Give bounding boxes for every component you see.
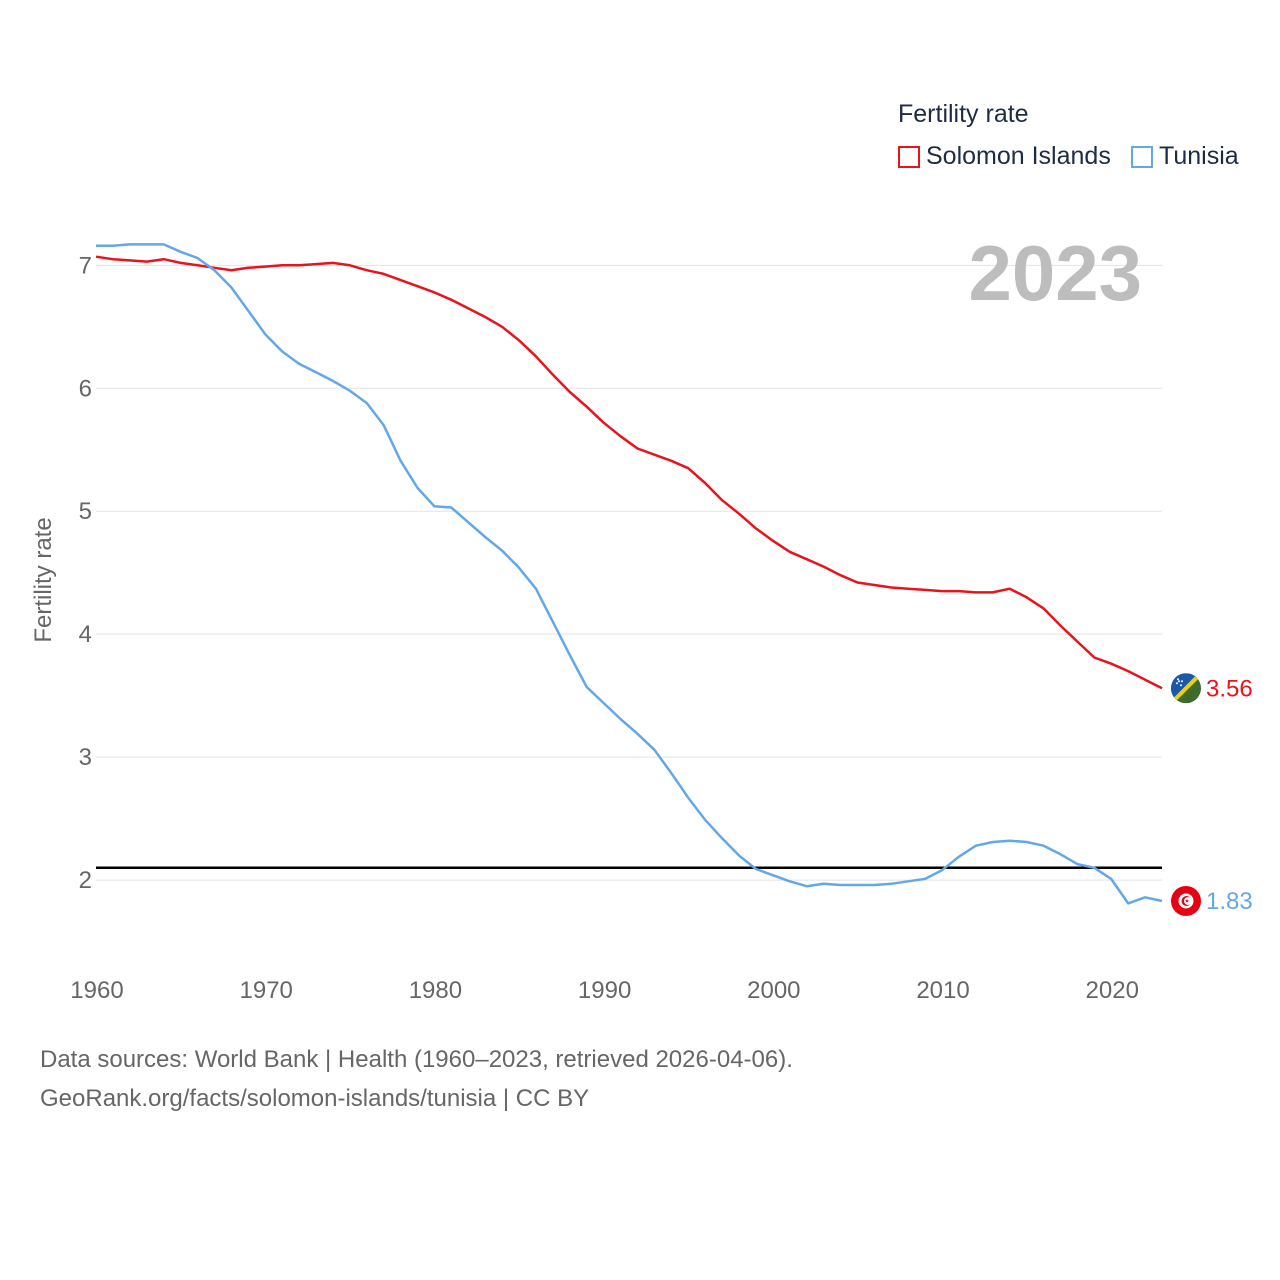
end-value-label: 1.83 [1206,888,1253,915]
footer-attribution[interactable]: GeoRank.org/facts/solomon-islands/tunisi… [40,1085,590,1112]
footer-sources: Data sources: World Bank | Health (1960–… [40,1046,793,1073]
solomon-islands-flag-icon [1171,673,1201,704]
x-axis-ticks: 1960 1970 1980 1990 2000 2010 2020 [70,977,1139,1004]
y-tick-label: 6 [79,375,92,402]
y-tick-label: 2 [79,867,92,894]
series-lines [95,243,1163,905]
series-line-tunisia [96,243,1163,905]
y-tick-label: 4 [79,621,92,648]
x-tick-label: 2000 [747,977,800,1004]
legend-swatch-solomon-islands [898,145,920,168]
legend-title: Fertility rate [898,100,1029,128]
legend-swatch-tunisia [1131,145,1153,168]
y-tick-label: 7 [79,252,92,279]
end-value-label: 3.56 [1206,675,1253,702]
x-tick-label: 1980 [409,977,462,1004]
x-tick-label: 1990 [578,977,631,1004]
legend-label: Solomon Islands [926,142,1111,170]
end-value-labels: 3.56 1.83 [1206,675,1253,915]
y-axis-ticks: 2 3 4 5 6 7 [79,252,92,894]
legend-item-solomon-islands[interactable]: Solomon Islands [898,142,1111,171]
x-tick-label: 1960 [70,977,123,1004]
x-tick-label: 2020 [1086,977,1139,1004]
year-label: 2023 [968,229,1142,317]
legend-item-tunisia[interactable]: Tunisia [1131,142,1239,171]
x-tick-label: 1970 [240,977,293,1004]
grid-lines [96,264,1162,881]
y-tick-label: 3 [79,744,92,771]
y-tick-label: 5 [79,498,92,525]
tunisia-flag-icon [1171,885,1201,916]
y-axis-label: Fertility rate [30,517,57,642]
x-tick-label: 2010 [916,977,969,1004]
series-line-solomon-islands [95,255,1163,690]
legend-label: Tunisia [1159,142,1239,170]
end-markers [1171,673,1201,916]
